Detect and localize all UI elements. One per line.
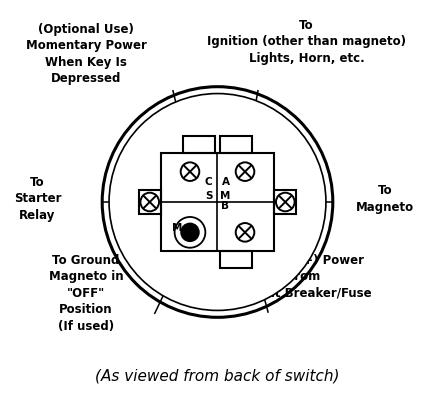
Text: To
Ignition (other than magneto)
Lights, Horn, etc.: To Ignition (other than magneto) Lights,… (207, 19, 405, 65)
Bar (219, 137, 251, 154)
Bar (273, 191, 296, 214)
Bar (161, 154, 273, 251)
Text: M: M (219, 190, 230, 200)
Text: Battery (+) Power
From
Circuit Breaker/Fuse: Battery (+) Power From Circuit Breaker/F… (237, 253, 371, 299)
Text: M: M (171, 222, 182, 232)
Text: B: B (220, 201, 228, 211)
Text: (Optional Use)
Momentary Power
When Key Is
Depressed: (Optional Use) Momentary Power When Key … (26, 23, 146, 85)
Text: S: S (204, 190, 212, 200)
Text: To
Starter
Relay: To Starter Relay (13, 175, 61, 222)
Text: To
Magneto: To Magneto (355, 184, 414, 213)
Circle shape (109, 94, 325, 311)
Text: C: C (204, 177, 212, 186)
Text: A: A (222, 177, 230, 186)
Bar (183, 137, 215, 154)
Text: To Ground
Magneto in
"OFF"
Position
(If used): To Ground Magneto in "OFF" Position (If … (49, 253, 123, 332)
Bar (138, 191, 161, 214)
Text: (As viewed from back of switch): (As viewed from back of switch) (95, 368, 339, 383)
Circle shape (181, 224, 198, 242)
Bar (219, 251, 251, 268)
